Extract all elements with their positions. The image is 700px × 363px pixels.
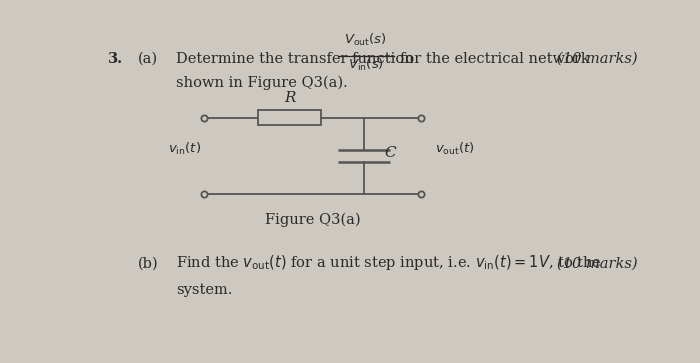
Text: (10 marks): (10 marks) [556,256,638,270]
Text: $V_{\rm in}(s)$: $V_{\rm in}(s)$ [348,57,384,73]
Text: Find the $v_{\rm out}(t)$ for a unit step input, i.e. $v_{\rm in}(t) = 1V$, to t: Find the $v_{\rm out}(t)$ for a unit ste… [176,253,602,272]
FancyBboxPatch shape [258,110,321,125]
Text: (a): (a) [137,52,158,66]
Text: shown in Figure Q3(a).: shown in Figure Q3(a). [176,76,348,90]
Text: (b): (b) [137,256,158,270]
Text: system.: system. [176,283,232,297]
Text: Figure Q3(a): Figure Q3(a) [265,213,360,227]
Text: 3.: 3. [108,52,123,66]
Text: (10 marks): (10 marks) [556,52,638,66]
Text: for the electrical network: for the electrical network [400,52,589,66]
Text: $V_{\rm out}(s)$: $V_{\rm out}(s)$ [344,32,387,48]
Text: $v_{\rm in}(t)$: $v_{\rm in}(t)$ [169,141,202,157]
Text: $v_{\rm out}(t)$: $v_{\rm out}(t)$ [435,141,475,157]
Text: Determine the transfer function: Determine the transfer function [176,52,414,66]
Text: R: R [284,91,295,105]
Text: C: C [385,146,396,160]
